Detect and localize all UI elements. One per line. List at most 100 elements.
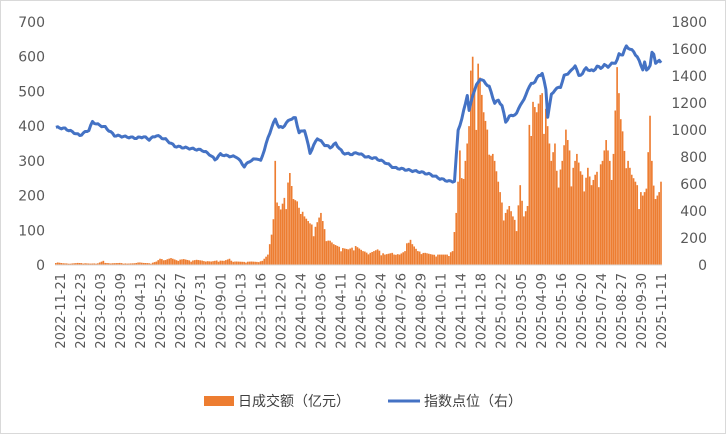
bar: [587, 167, 589, 265]
bar: [356, 247, 359, 265]
bar: [206, 261, 209, 265]
x-tick-label: 2024-07-26: [395, 273, 410, 349]
bar: [221, 260, 224, 265]
bar: [115, 263, 117, 265]
bar: [217, 261, 220, 265]
bar: [327, 240, 330, 265]
bar: [541, 93, 543, 265]
bar: [557, 187, 560, 265]
bar: [214, 260, 216, 265]
bar: [87, 263, 90, 265]
bar: [524, 211, 527, 265]
bar: [601, 160, 604, 265]
bar: [621, 131, 624, 265]
x-tick-label: 2024-11-14: [455, 273, 470, 349]
bar: [195, 259, 198, 265]
bar: [404, 251, 406, 265]
bar: [256, 261, 258, 265]
bar: [331, 242, 333, 265]
bar: [320, 212, 322, 265]
x-tick-label: 2025-05-16: [555, 273, 570, 349]
bar: [561, 160, 564, 265]
bar: [429, 254, 432, 265]
bar: [131, 263, 134, 265]
x-tick-label: 2025-06-20: [575, 273, 590, 349]
index-line: [55, 44, 663, 184]
bar: [84, 263, 86, 265]
bar: [374, 250, 377, 265]
bar: [294, 200, 297, 265]
bar: [481, 94, 483, 266]
bar: [400, 253, 403, 265]
bar: [409, 239, 412, 265]
bar: [128, 263, 130, 265]
line-series: [55, 44, 663, 184]
bar: [596, 171, 598, 265]
bar: [184, 259, 187, 265]
bar: [60, 263, 63, 265]
bar: [385, 254, 388, 265]
x-tick-label: 2025-01-22: [495, 273, 510, 349]
bar: [380, 255, 383, 265]
bar: [471, 56, 474, 266]
bar: [173, 259, 176, 265]
bar: [427, 253, 430, 265]
bar: [422, 252, 425, 265]
bar: [599, 164, 602, 265]
bar: [321, 221, 324, 265]
bar: [630, 174, 633, 265]
bar: [406, 243, 408, 265]
bar: [354, 246, 357, 265]
bar: [473, 91, 476, 266]
bar: [265, 256, 267, 265]
bar: [91, 263, 94, 265]
bar: [623, 150, 626, 265]
bar: [113, 263, 116, 265]
x-tick-label: 2022-12-23: [74, 273, 89, 349]
bar: [442, 254, 445, 265]
bar: [459, 150, 461, 265]
bar: [76, 262, 79, 265]
bar: [104, 262, 107, 265]
bar: [437, 254, 439, 265]
bar: [457, 181, 459, 265]
bar: [506, 209, 509, 265]
bar: [82, 263, 85, 265]
x-tick-label: 2024-08-29: [415, 273, 430, 349]
bar-series: [55, 56, 662, 266]
bar: [539, 94, 542, 266]
x-axis: 2022-11-21 2022-12-23 2023-02-03 2023-03-09…: [54, 264, 670, 349]
bar: [314, 226, 317, 265]
x-tick-label: 2023-09-01: [214, 273, 229, 349]
bar: [431, 254, 434, 265]
bar: [310, 224, 313, 265]
bar: [371, 251, 373, 265]
bar: [638, 209, 640, 265]
bar: [641, 195, 644, 265]
bar: [365, 252, 368, 265]
bar: [135, 262, 138, 265]
bar: [563, 145, 565, 265]
bar: [100, 261, 103, 265]
bar: [248, 261, 251, 265]
bar: [576, 153, 578, 265]
bar: [208, 261, 211, 265]
bar: [343, 248, 346, 265]
bar: [435, 256, 437, 265]
bar: [129, 263, 132, 265]
bar: [460, 178, 463, 265]
bar: [477, 63, 479, 265]
bar: [137, 262, 139, 265]
bar: [164, 260, 167, 265]
bar: [603, 150, 606, 265]
x-tick-label: 2025-04-09: [535, 273, 550, 349]
bar: [424, 252, 426, 265]
bar: [643, 192, 646, 265]
bar: [219, 260, 222, 265]
bar: [504, 212, 507, 265]
bar: [122, 263, 125, 265]
bar: [585, 177, 587, 265]
bar: [338, 246, 341, 265]
bar: [157, 260, 160, 265]
bar: [190, 261, 192, 265]
